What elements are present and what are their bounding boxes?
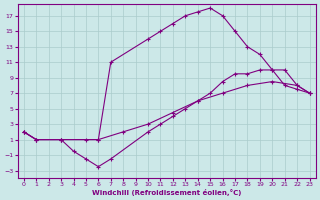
X-axis label: Windchill (Refroidissement éolien,°C): Windchill (Refroidissement éolien,°C): [92, 189, 241, 196]
